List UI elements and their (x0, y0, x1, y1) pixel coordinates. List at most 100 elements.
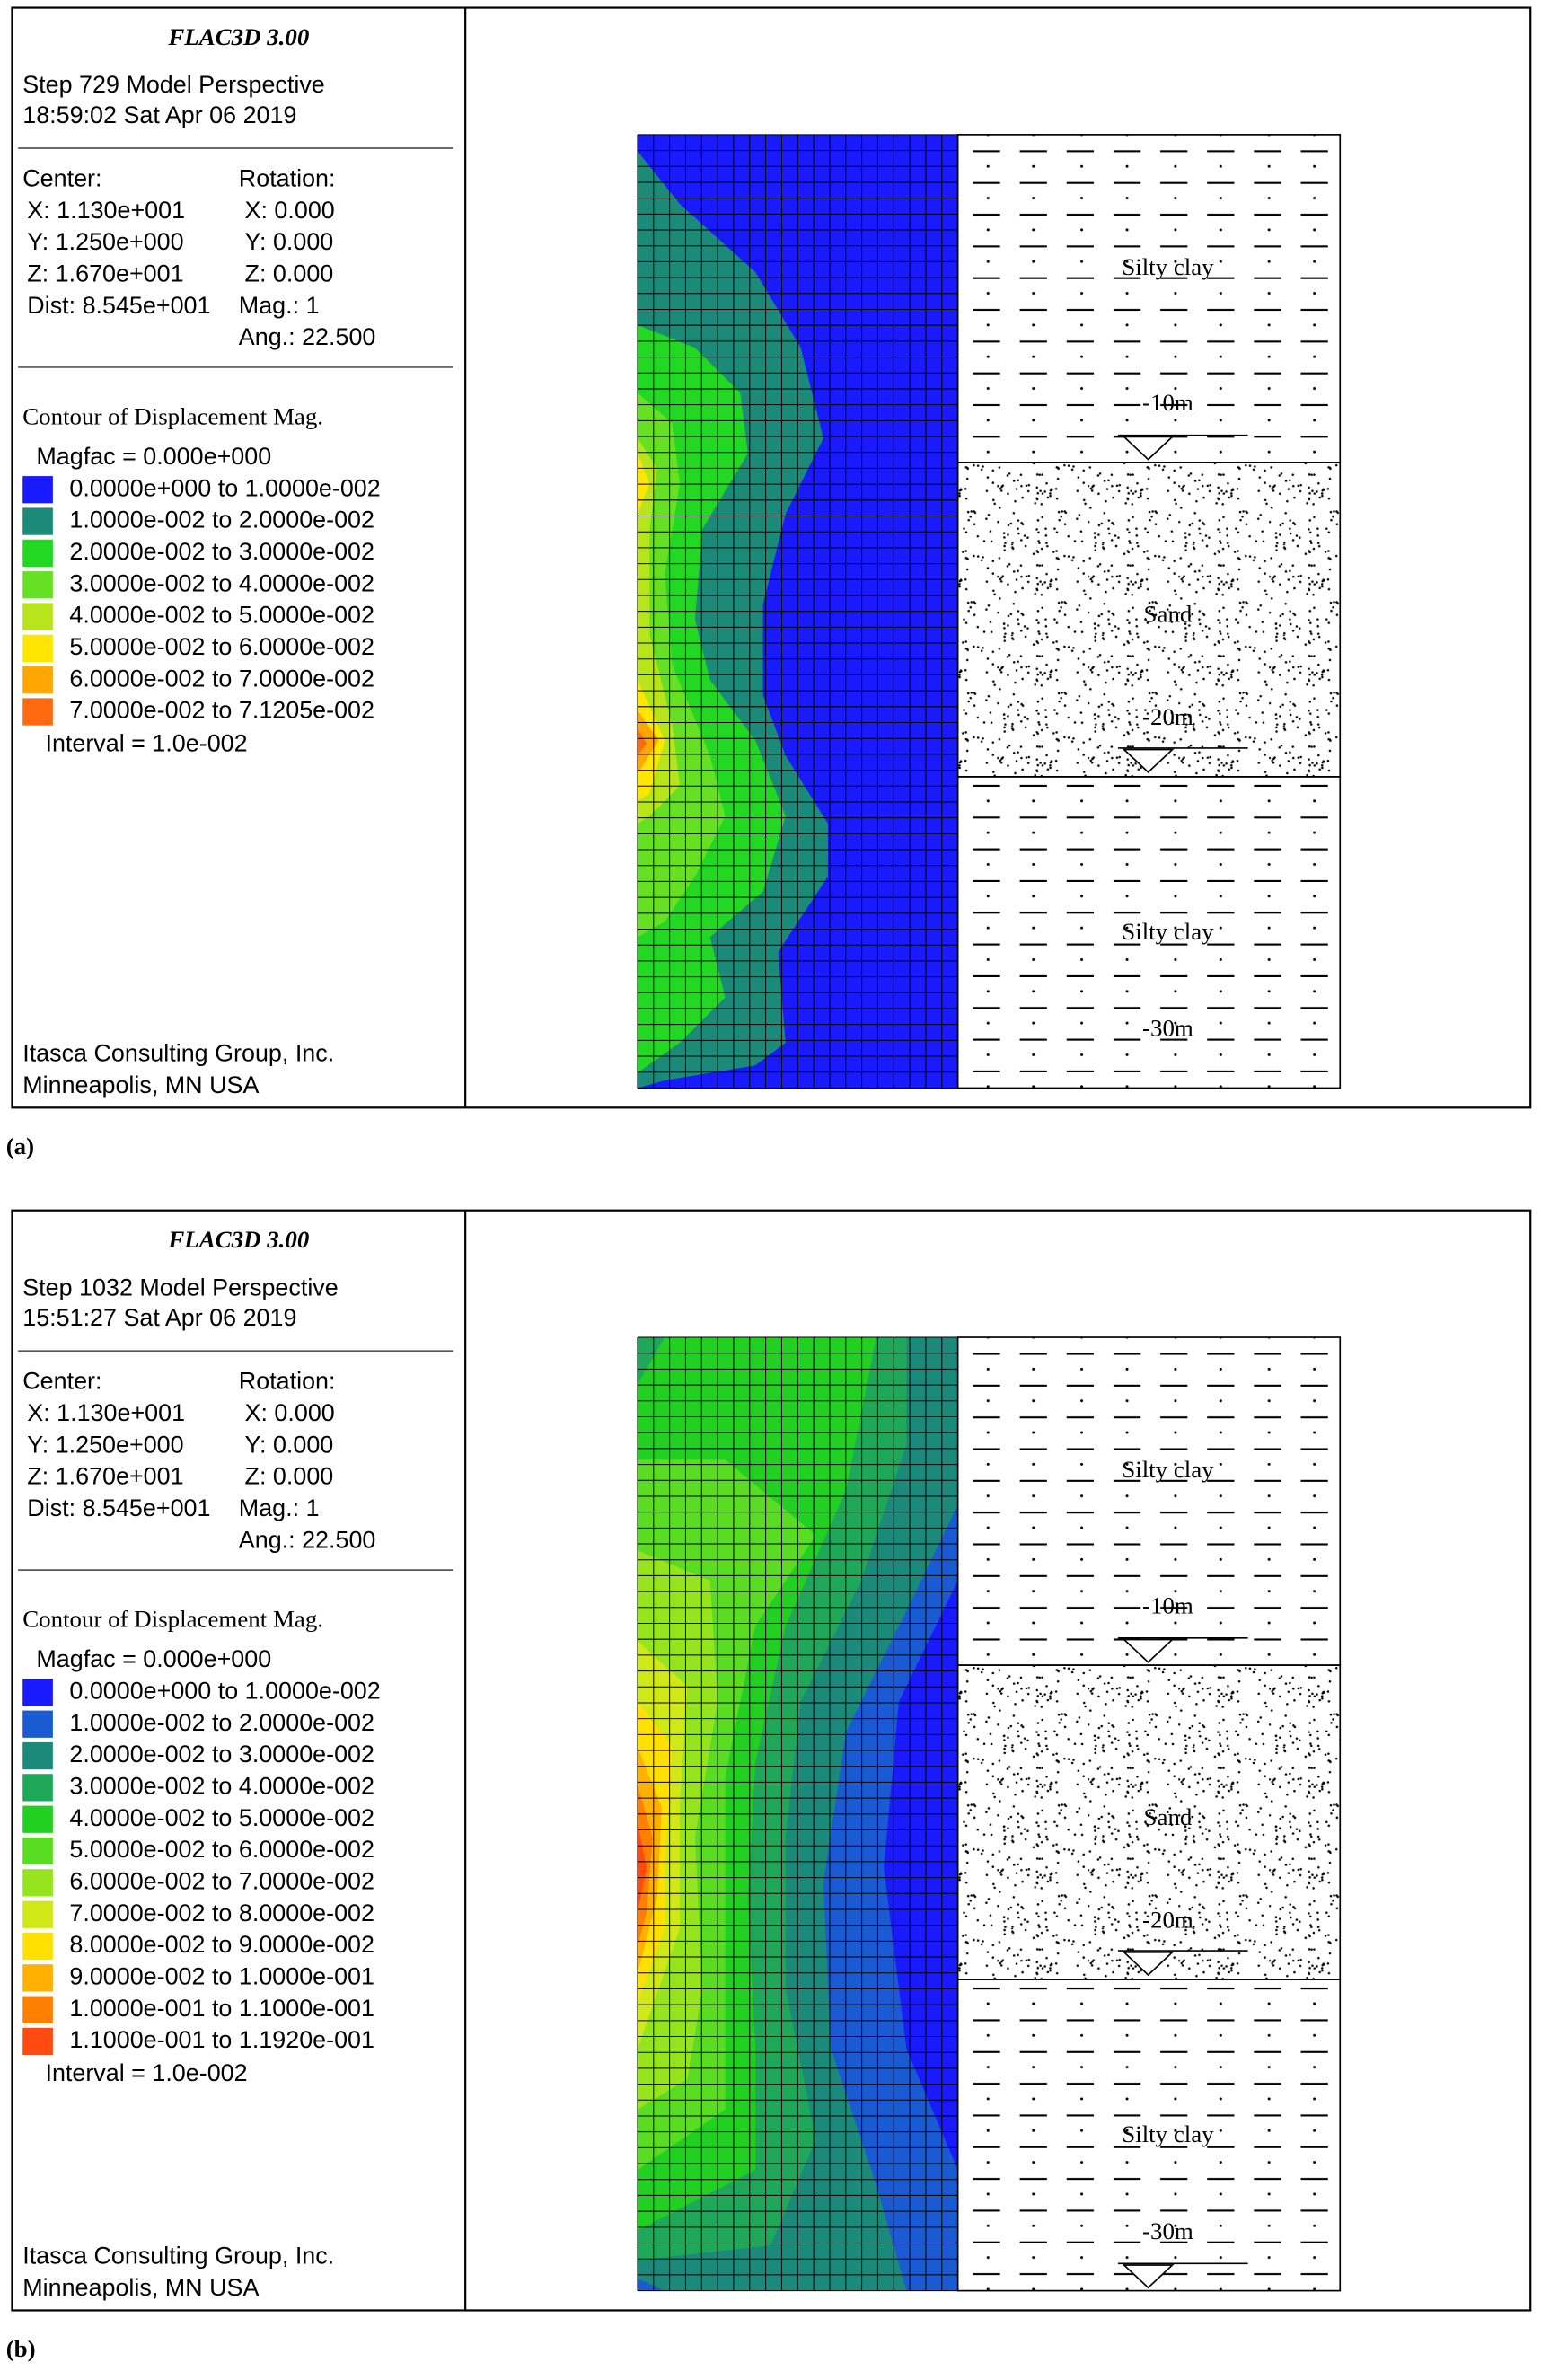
mesh (637, 1336, 959, 2292)
view-left: Dist: 8.545e+001 (27, 1494, 210, 1521)
legend-label: 1.0000e-002 to 2.0000e-002 (69, 1709, 374, 1736)
view-left: Y: 1.250e+000 (27, 228, 183, 255)
view-right: Y: 0.000 (245, 228, 334, 255)
caption: (b) (6, 2335, 36, 2362)
legend-label: 4.0000e-002 to 5.0000e-002 (69, 1804, 374, 1831)
legend-swatch (22, 603, 53, 630)
view-left: Y: 1.250e+000 (27, 1431, 183, 1458)
contour-band (637, 710, 659, 774)
view-right: Rotation: (239, 164, 336, 191)
view-right: Z: 0.000 (245, 260, 334, 286)
step: Step 1032 Model Perspective (22, 1274, 339, 1300)
view-right: Y: 0.000 (245, 1431, 334, 1458)
layer-label: Silty clay (1122, 918, 1214, 945)
legend-label: 0.0000e+000 to 1.0000e-002 (69, 1677, 380, 1704)
legend-swatch (22, 476, 53, 504)
legend-label: 4.0000e-002 to 5.0000e-002 (69, 602, 374, 629)
title: FLAC3D 3.00 (167, 23, 309, 50)
legend-label: 3.0000e-002 to 4.0000e-002 (69, 569, 374, 596)
layer-sand (956, 1664, 1342, 1980)
layer-clay (956, 776, 1342, 1089)
view-right: X: 0.000 (245, 1399, 335, 1426)
legend-swatch (22, 634, 53, 663)
layer-sand (956, 462, 1342, 778)
mesh (637, 134, 959, 1089)
layer-label: -20m (1142, 1906, 1193, 1933)
layer-label: -10m (1142, 389, 1193, 416)
contour-band (637, 1822, 647, 1914)
legend-title: Contour of Displacement Mag. (22, 402, 323, 429)
layer-label: -10m (1142, 1591, 1193, 1618)
step: Step 729 Model Perspective (22, 71, 325, 98)
panel-frame (11, 6, 1532, 1109)
view-left: Z: 1.670e+001 (27, 1463, 183, 1490)
legend-label: 6.0000e-002 to 7.0000e-002 (69, 1867, 374, 1894)
legend-label: 9.0000e-002 to 1.0000e-001 (69, 1962, 374, 1989)
legend-swatch (22, 507, 53, 535)
water-marker (1122, 436, 1175, 461)
water-marker (1122, 2264, 1175, 2289)
legend-swatch (22, 1805, 53, 1833)
legend-label: 6.0000e-002 to 7.0000e-002 (69, 665, 374, 692)
layer-label: -20m (1142, 703, 1193, 730)
legend-swatch (22, 1774, 53, 1802)
legend-swatch (22, 1900, 53, 1928)
water-marker (1122, 1638, 1175, 1663)
footer: Itasca Consulting Group, Inc. (22, 1040, 334, 1067)
magfac: Magfac = 0.000e+000 (36, 1645, 271, 1672)
legend-swatch (22, 698, 53, 726)
legend-label: 2.0000e-002 to 3.0000e-002 (69, 1741, 374, 1767)
time: 15:51:27 Sat Apr 06 2019 (22, 1304, 296, 1331)
panel-frame (11, 1209, 1532, 2312)
water-marker (1122, 1951, 1175, 1977)
layer-label: -30m (1142, 2217, 1193, 2244)
legend-label: 2.0000e-002 to 3.0000e-002 (69, 538, 374, 565)
interval: Interval = 1.0e-002 (45, 2059, 247, 2086)
layer-label: Sand (1144, 1803, 1193, 1830)
legend-label: 7.0000e-002 to 8.0000e-002 (69, 1900, 374, 1926)
layer-label: Silty clay (1122, 253, 1214, 280)
view-right: Ang.: 22.500 (239, 1526, 376, 1553)
legend-swatch (22, 666, 53, 694)
view-right: Mag.: 1 (239, 292, 320, 319)
view-left: Dist: 8.545e+001 (27, 292, 210, 319)
layer-clay (956, 134, 1342, 463)
legend-label: 1.1000e-001 to 1.1920e-001 (69, 2026, 374, 2053)
legend-label: 8.0000e-002 to 9.0000e-002 (69, 1931, 374, 1958)
legend-swatch (22, 571, 53, 599)
legend-label: 7.0000e-002 to 7.1205e-002 (69, 697, 374, 724)
view-right: Mag.: 1 (239, 1494, 320, 1521)
layer-label: Silty clay (1122, 1456, 1214, 1483)
magfac: Magfac = 0.000e+000 (36, 443, 271, 470)
layer-label: -30m (1142, 1015, 1193, 1042)
legend-swatch (22, 1869, 53, 1897)
layer-label: Sand (1144, 601, 1193, 628)
time: 18:59:02 Sat Apr 06 2019 (22, 101, 296, 128)
layer-label: Silty clay (1122, 2120, 1214, 2147)
legend-label: 0.0000e+000 to 1.0000e-002 (69, 474, 380, 501)
legend-swatch (22, 2027, 53, 2056)
caption: (a) (6, 1133, 34, 1159)
view-right: Ang.: 22.500 (239, 323, 376, 350)
panel: FLAC3D 3.00 Step 1032 Model Perspective 15… (6, 1209, 1532, 2362)
legend-swatch (22, 1837, 53, 1865)
view-left: Z: 1.670e+001 (27, 260, 183, 286)
layer-clay (956, 1979, 1342, 2292)
legend-label: 3.0000e-002 to 4.0000e-002 (69, 1772, 374, 1799)
water-marker (1122, 748, 1175, 773)
footer: Minneapolis, MN USA (22, 2274, 259, 2301)
view-left: X: 1.130e+001 (27, 197, 185, 224)
legend-title: Contour of Displacement Mag. (22, 1605, 323, 1632)
view-right: Z: 0.000 (245, 1463, 334, 1490)
footer: Itasca Consulting Group, Inc. (22, 2243, 334, 2270)
legend-swatch (22, 1741, 53, 1770)
view-left: Center: (22, 1368, 101, 1395)
view-left: Center: (22, 164, 101, 191)
layer-clay (956, 1336, 1342, 1666)
contour-band (637, 728, 647, 756)
title: FLAC3D 3.00 (167, 1226, 309, 1253)
legend-swatch (22, 539, 53, 568)
legend-swatch (22, 1964, 53, 1992)
